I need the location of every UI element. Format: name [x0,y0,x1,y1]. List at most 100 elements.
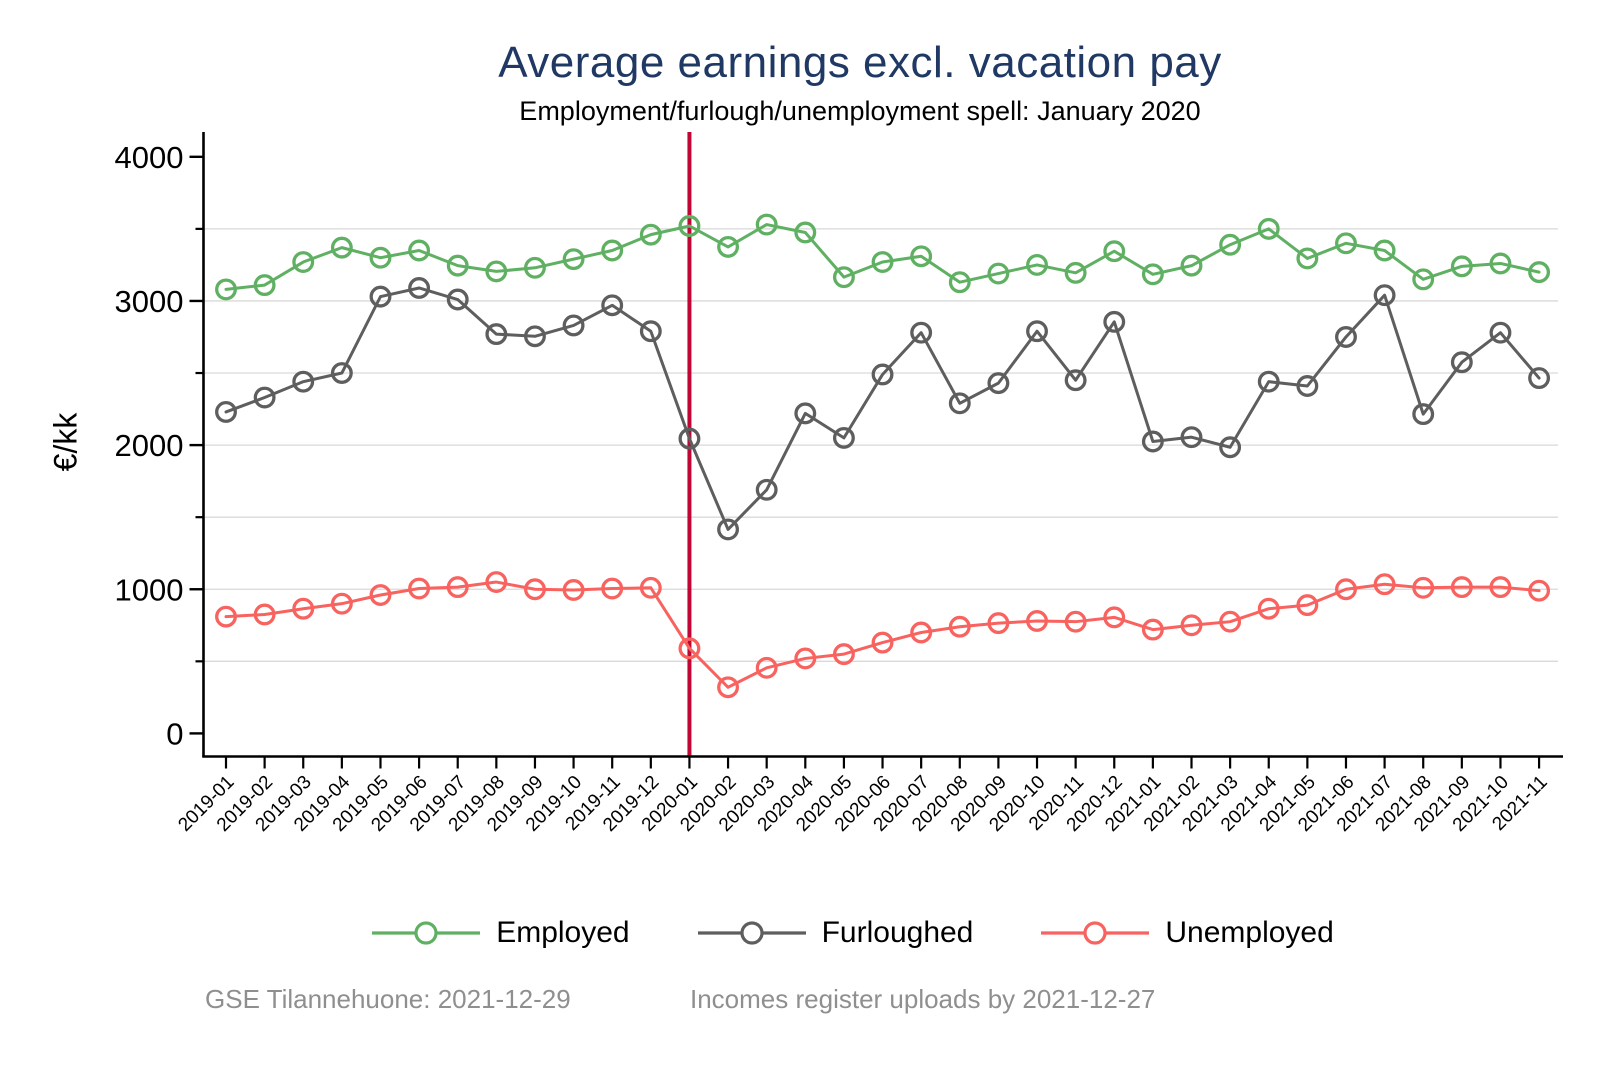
series-furloughed-marker-2019-01 [215,400,237,423]
legend-label-employed: Employed [496,916,630,949]
series-furloughed-marker-2020-07 [910,321,933,344]
series-employed-marker-2019-11 [601,239,624,262]
series-furloughed-marker-2021-09 [1450,351,1473,374]
series-employed-marker-2021-06 [1335,232,1357,255]
chart-subtitle: Employment/furlough/unemployment spell: … [519,96,1201,126]
series-unemployed-marker-2021-02 [1180,614,1203,637]
series-unemployed-marker-2019-04 [330,592,353,615]
series-unemployed-marker-2020-08 [948,615,971,638]
series-furloughed-marker-2020-04 [794,402,817,425]
series-furloughed-marker-2019-03 [292,370,315,393]
series-furloughed-marker-2020-10 [1026,320,1048,343]
series-unemployed-marker-2021-01 [1141,618,1164,641]
series-employed-marker-2019-07 [446,254,469,277]
series-furloughed-marker-2019-02 [253,386,276,409]
series-unemployed-marker-2021-05 [1296,594,1319,617]
series-furloughed-marker-2020-02 [717,518,740,541]
series-employed-marker-2019-03 [292,251,315,273]
series-unemployed-marker-2019-01 [215,605,237,628]
series-employed-marker-2021-10 [1489,252,1512,275]
series-employed-marker-2021-05 [1296,247,1319,270]
series-unemployed-marker-2021-09 [1450,576,1473,599]
series-furloughed-marker-2021-01 [1141,430,1164,453]
series-furloughed-marker-2021-05 [1296,375,1319,397]
series-employed-marker-2019-06 [408,239,431,262]
series-employed-marker-2019-05 [369,246,392,269]
y-tick-label-0: 0 [166,716,183,751]
series-unemployed-marker-2020-11 [1064,610,1087,633]
series-unemployed-marker-2020-07 [910,621,933,644]
series-employed-marker-2020-02 [717,235,740,258]
series-employed-marker-2019-08 [485,260,508,283]
series-employed-marker-2021-08 [1412,268,1435,291]
series-employed-marker-2021-11 [1528,261,1551,284]
series-unemployed-marker-2020-01 [678,637,701,660]
series-employed-marker-2019-01 [215,278,237,301]
series-furloughed-marker-2020-06 [871,363,894,386]
series-furloughed-marker-2020-05 [832,426,855,449]
series-unemployed-marker-2020-03 [755,656,778,679]
series-employed-marker-2020-04 [794,221,817,244]
series-employed-marker-2019-09 [524,256,546,279]
series-employed-marker-2020-05 [832,266,855,289]
series-furloughed-marker-2019-11 [601,294,624,317]
series-furloughed-marker-2019-06 [408,277,431,299]
series-employed-marker-2019-02 [253,274,276,297]
series-unemployed-marker-2019-08 [485,571,508,593]
series-furloughed-marker-2021-10 [1489,321,1512,344]
series-furloughed-marker-2020-08 [948,392,971,415]
series-furloughed-line [224,286,1541,531]
series-unemployed-marker-2019-03 [292,597,315,620]
series-furloughed-marker-2021-11 [1528,367,1551,390]
chart-title: Average earnings excl. vacation pay [498,38,1222,87]
series-employed-marker-2020-12 [1103,240,1126,263]
series-unemployed-marker-2021-03 [1219,610,1242,633]
series-unemployed-marker-2021-06 [1335,578,1357,601]
y-tick-label-3000: 3000 [115,284,184,319]
series-employed-marker-2020-01 [678,215,701,237]
series-furloughed-marker-2021-04 [1257,370,1280,393]
series-employed-marker-2020-08 [948,271,971,294]
footer-note-right: Incomes register uploads by 2021-12-27 [690,984,1156,1014]
series-furloughed-marker-2021-06 [1335,326,1357,348]
legend: Employed Furloughed Unemployed [52,916,1600,950]
series-unemployed-marker-2019-09 [524,578,546,601]
series-unemployed-marker-2019-05 [369,584,392,606]
series-furloughed-marker-2019-09 [524,325,546,348]
series-unemployed-marker-2020-12 [1103,606,1126,629]
series-employed-marker-2020-10 [1026,253,1048,276]
series-unemployed-marker-2020-02 [717,676,740,699]
y-tick-label-1000: 1000 [115,572,184,607]
series-employed-marker-2021-04 [1257,217,1280,240]
series-furloughed-marker-2021-02 [1180,426,1203,449]
series-employed-marker-2020-11 [1064,261,1087,284]
legend-label-furloughed: Furloughed [821,916,974,949]
series-unemployed-marker-2019-11 [601,577,624,600]
footer-note-left: GSE Tilannehuone: 2021-12-29 [205,984,571,1014]
series-furloughed-marker-2020-12 [1103,310,1126,333]
series-unemployed-marker-2020-09 [987,612,1010,635]
series-unemployed-marker-2021-08 [1412,576,1435,599]
series-employed-line [224,223,1541,291]
series-employed-marker-2021-02 [1180,254,1203,277]
series-unemployed-marker-2019-10 [562,579,585,601]
series-furloughed-marker-2019-10 [562,314,585,337]
series-unemployed-marker-2021-10 [1489,576,1512,599]
series-employed-marker-2020-09 [987,262,1010,285]
y-tick-label-2000: 2000 [115,428,184,463]
series-unemployed-marker-2021-07 [1373,573,1396,596]
series-employed-marker-2021-07 [1373,239,1396,262]
series-furloughed-marker-2020-01 [678,427,701,450]
series-employed-marker-2020-06 [871,251,894,273]
series-employed-marker-2019-04 [330,236,353,259]
series-furloughed-marker-2019-04 [330,362,353,384]
series-furloughed-marker-2019-07 [446,288,469,311]
series-unemployed-marker-2021-04 [1257,597,1280,620]
series-unemployed-marker-2019-06 [408,577,431,600]
legend-marker-unemployed-icon [1041,921,1150,945]
y-tick-label-4000: 4000 [115,140,184,175]
series-furloughed-marker-2020-09 [987,372,1010,395]
series-furloughed-marker-2020-03 [755,478,778,501]
